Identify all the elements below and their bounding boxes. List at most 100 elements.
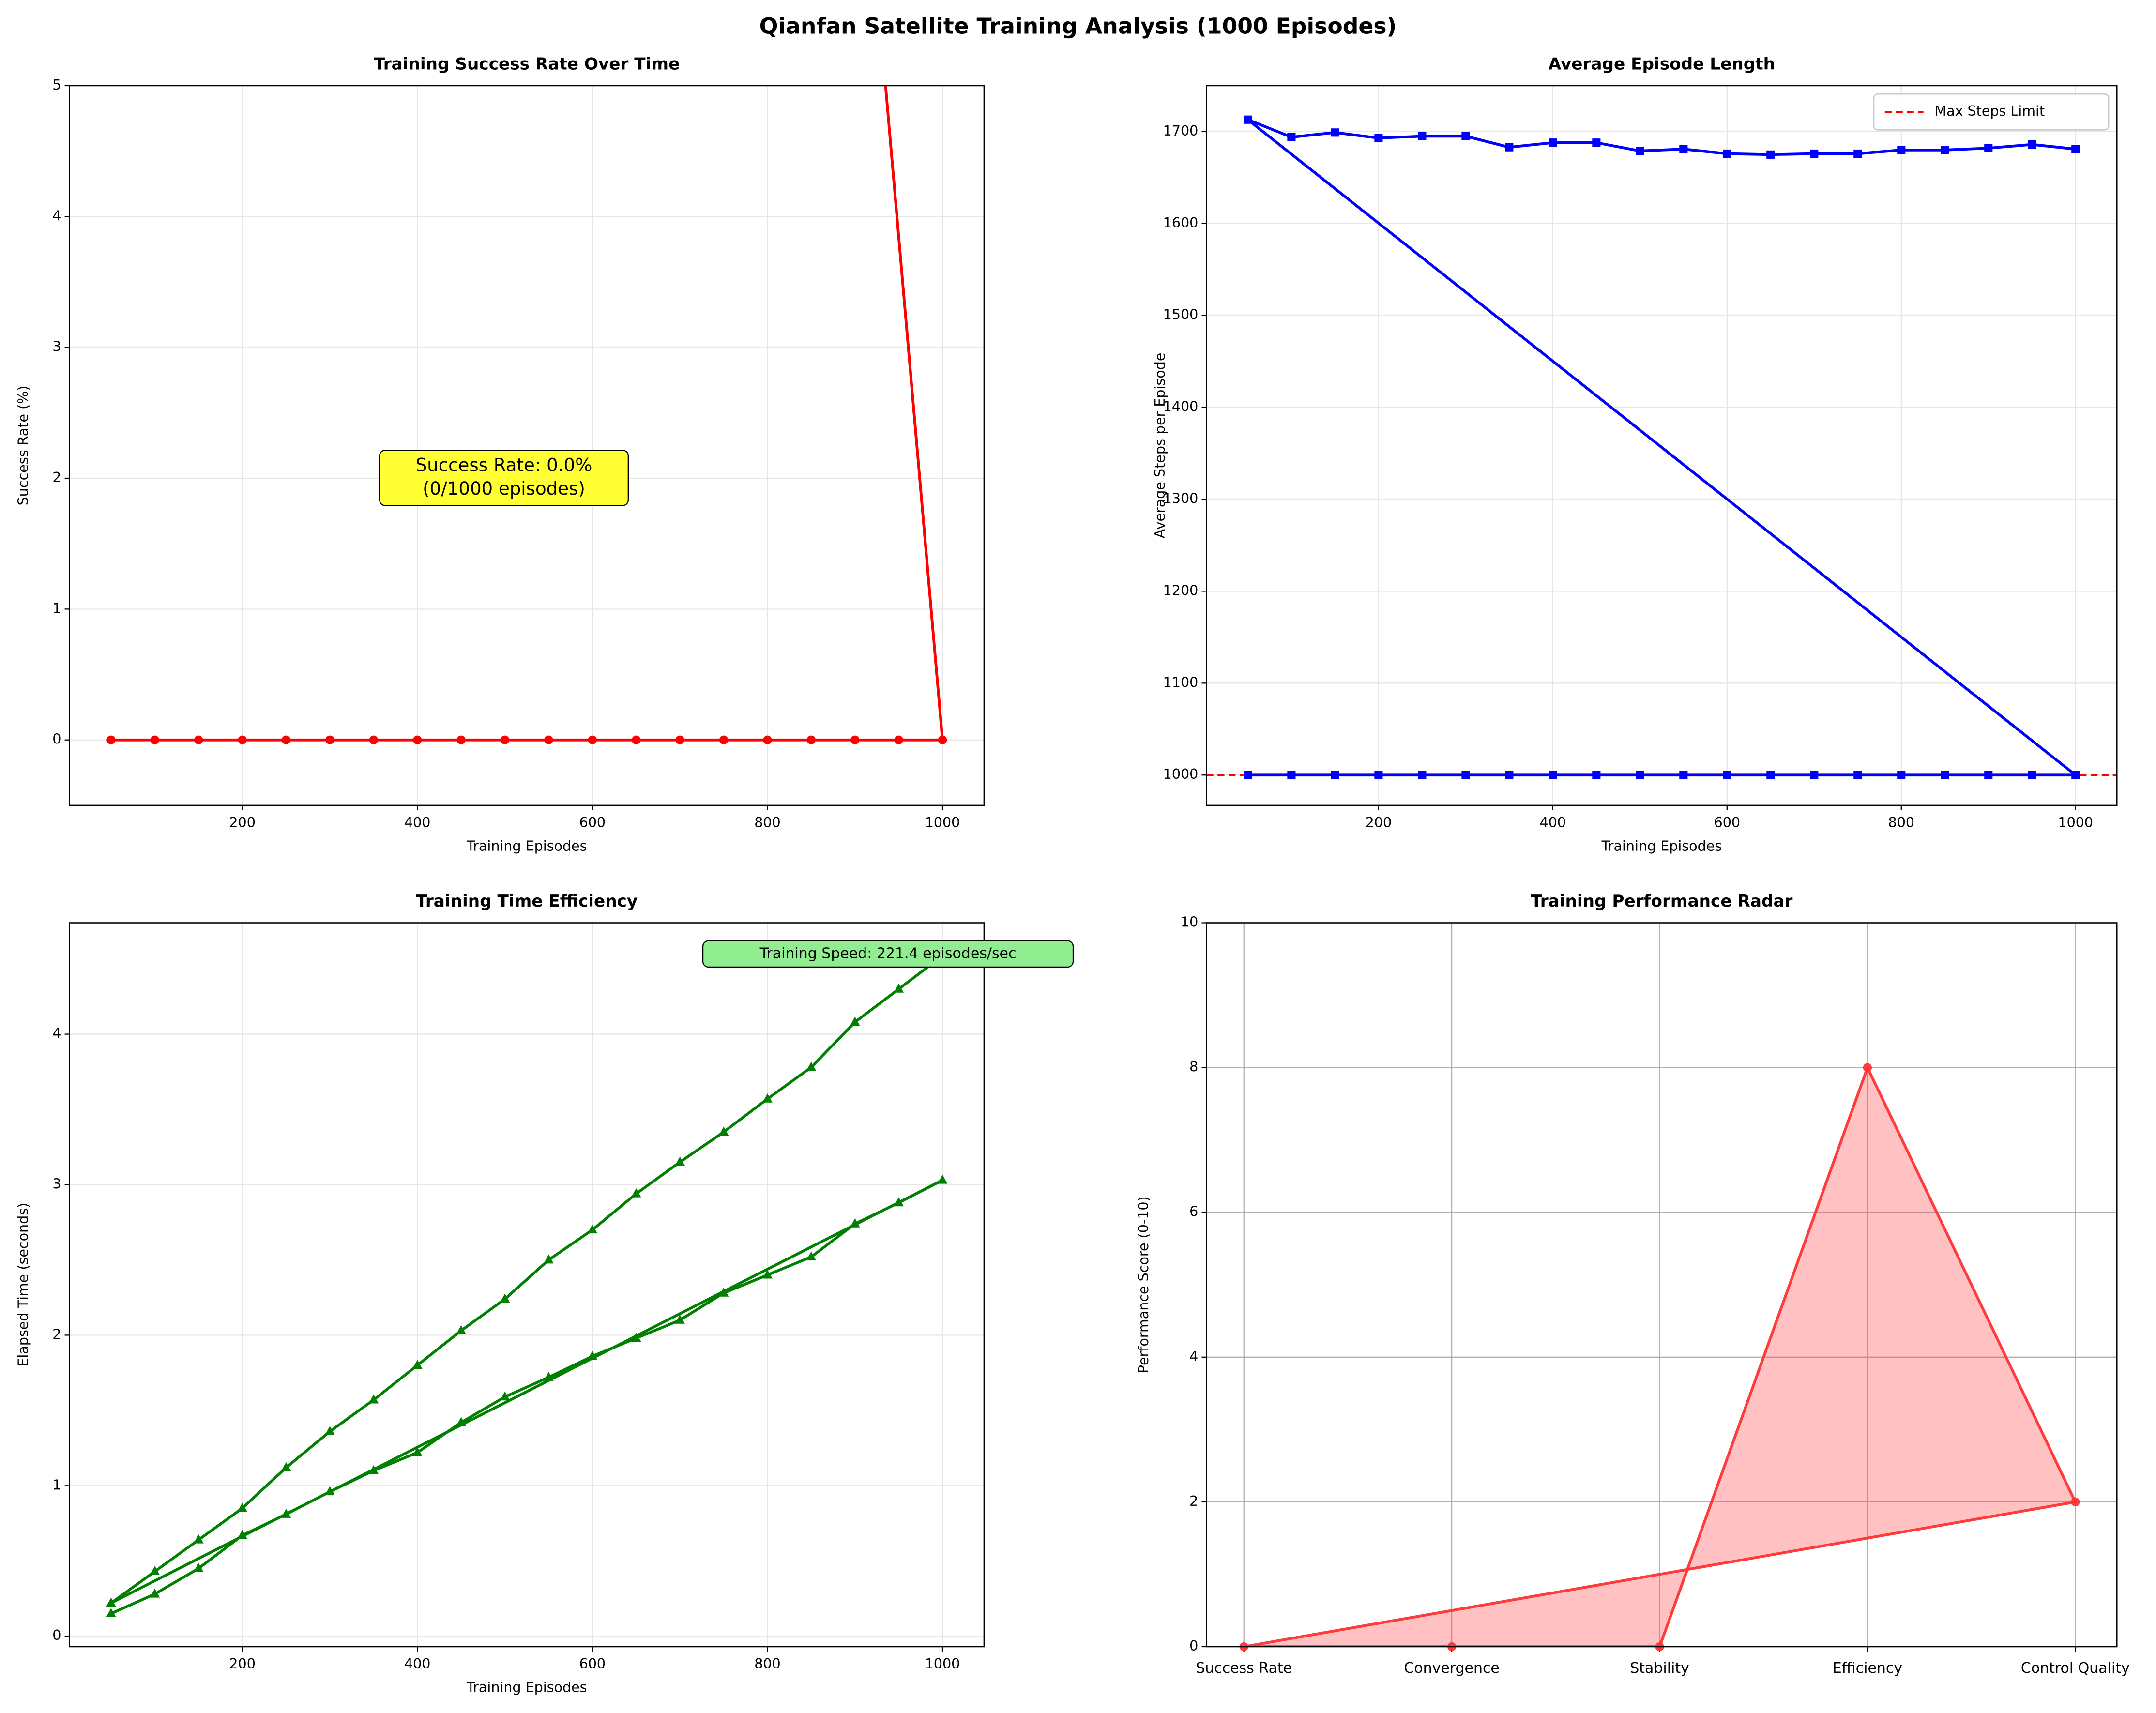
marker — [1461, 132, 1470, 140]
marker — [1592, 138, 1601, 147]
marker — [1505, 771, 1514, 779]
subplot-title: Training Time Efficiency — [416, 892, 638, 911]
x-tick-label: 200 — [229, 1656, 255, 1672]
y-tick-label: 1700 — [1163, 123, 1199, 139]
annotation-box — [379, 450, 629, 506]
marker — [325, 1425, 335, 1435]
marker — [193, 1534, 204, 1544]
marker — [588, 735, 597, 744]
marker — [1331, 771, 1339, 779]
marker — [762, 1093, 773, 1103]
marker — [106, 1608, 116, 1618]
x-tick-label: 1000 — [2058, 815, 2093, 831]
marker — [281, 1508, 291, 1518]
marker — [325, 735, 334, 744]
y-tick-label: 8 — [1189, 1059, 1198, 1075]
marker — [1766, 150, 1775, 159]
series-line — [111, 85, 944, 742]
marker — [806, 1061, 817, 1071]
marker — [894, 983, 904, 993]
x-tick-label: 800 — [754, 815, 780, 831]
x-tick-label: 200 — [229, 815, 255, 831]
subplot-title: Training Performance Radar — [1531, 892, 1792, 911]
marker — [1810, 149, 1819, 158]
y-tick-label: 1300 — [1163, 491, 1199, 507]
marker — [1941, 771, 1949, 779]
y-tick-label: 6 — [1189, 1204, 1198, 1220]
marker — [894, 735, 903, 744]
marker — [1505, 143, 1514, 152]
x-axis-label: Training Episodes — [1601, 838, 1722, 854]
marker — [675, 1314, 685, 1324]
marker — [894, 1197, 904, 1207]
marker — [1723, 771, 1731, 779]
plot-frame — [1206, 922, 2118, 1648]
y-tick-label: 1400 — [1163, 399, 1199, 415]
x-axis-label: Training Episodes — [466, 838, 587, 854]
marker — [150, 1566, 160, 1575]
y-axis-label: Average Steps per Episode — [1152, 353, 1168, 539]
marker — [1810, 771, 1819, 779]
marker — [1287, 133, 1296, 141]
marker — [1244, 115, 1252, 124]
plot-frame — [69, 85, 985, 806]
marker — [937, 1174, 948, 1184]
y-tick-label: 1500 — [1163, 307, 1199, 323]
marker — [850, 1218, 860, 1228]
marker — [237, 1502, 247, 1512]
marker — [718, 1126, 729, 1136]
marker — [1897, 146, 1906, 154]
legend-label: Max Steps Limit — [1935, 103, 2045, 119]
annotation: Training Speed: 221.4 episodes/sec — [759, 945, 1017, 962]
marker — [850, 735, 860, 744]
marker — [193, 1562, 204, 1572]
marker — [456, 1325, 466, 1334]
marker — [1244, 771, 1252, 779]
marker — [718, 1287, 729, 1297]
annotation-box — [702, 940, 1074, 968]
y-tick-label: 1000 — [1163, 766, 1199, 782]
marker — [413, 735, 422, 744]
marker — [1863, 1063, 1872, 1072]
marker — [631, 1333, 641, 1342]
marker — [106, 735, 116, 744]
x-tick-label: Efficiency — [1833, 1660, 1902, 1677]
annotation: Success Rate: 0.0% — [416, 455, 592, 476]
x-tick-label: Convergence — [1404, 1660, 1500, 1677]
marker — [281, 735, 291, 744]
subplot: 0 2 4 6 8 10 Success Rate Convergence Stability E… — [1136, 892, 2130, 1677]
marker — [938, 735, 947, 744]
marker — [1941, 146, 1949, 154]
marker — [1679, 771, 1688, 779]
marker — [106, 1597, 116, 1607]
x-tick-label: Stability — [1630, 1660, 1689, 1677]
marker — [806, 735, 816, 744]
marker — [325, 1486, 335, 1496]
marker — [237, 1530, 247, 1539]
y-tick-label: 1200 — [1163, 582, 1199, 598]
x-tick-label: 600 — [579, 1656, 606, 1672]
marker — [762, 1269, 773, 1279]
marker — [412, 1360, 423, 1369]
marker — [1287, 771, 1296, 779]
x-tick-label: 800 — [754, 1656, 780, 1672]
y-tick-label: 10 — [1181, 914, 1198, 930]
marker — [412, 1447, 423, 1456]
marker — [675, 735, 684, 744]
marker — [150, 735, 159, 744]
marker — [1374, 771, 1383, 779]
plot-frame — [69, 922, 985, 1648]
y-tick-label: 5 — [52, 77, 61, 93]
marker — [2071, 1497, 2080, 1507]
marker — [1853, 771, 1862, 779]
y-tick-label: 1 — [52, 600, 61, 616]
marker — [1374, 134, 1383, 142]
subplot-title: Average Episode Length — [1549, 55, 1775, 74]
y-axis-label: Success Rate (%) — [15, 386, 31, 506]
x-tick-label: 400 — [404, 1656, 430, 1672]
y-tick-label: 0 — [52, 731, 61, 747]
marker — [2071, 145, 2080, 153]
marker — [1549, 138, 1557, 147]
subplot: 0 1 2 3 4 5 200 400 600 800 1000 Training Episodes T… — [15, 55, 985, 854]
subplot-title: Training Success Rate Over Time — [374, 55, 680, 74]
